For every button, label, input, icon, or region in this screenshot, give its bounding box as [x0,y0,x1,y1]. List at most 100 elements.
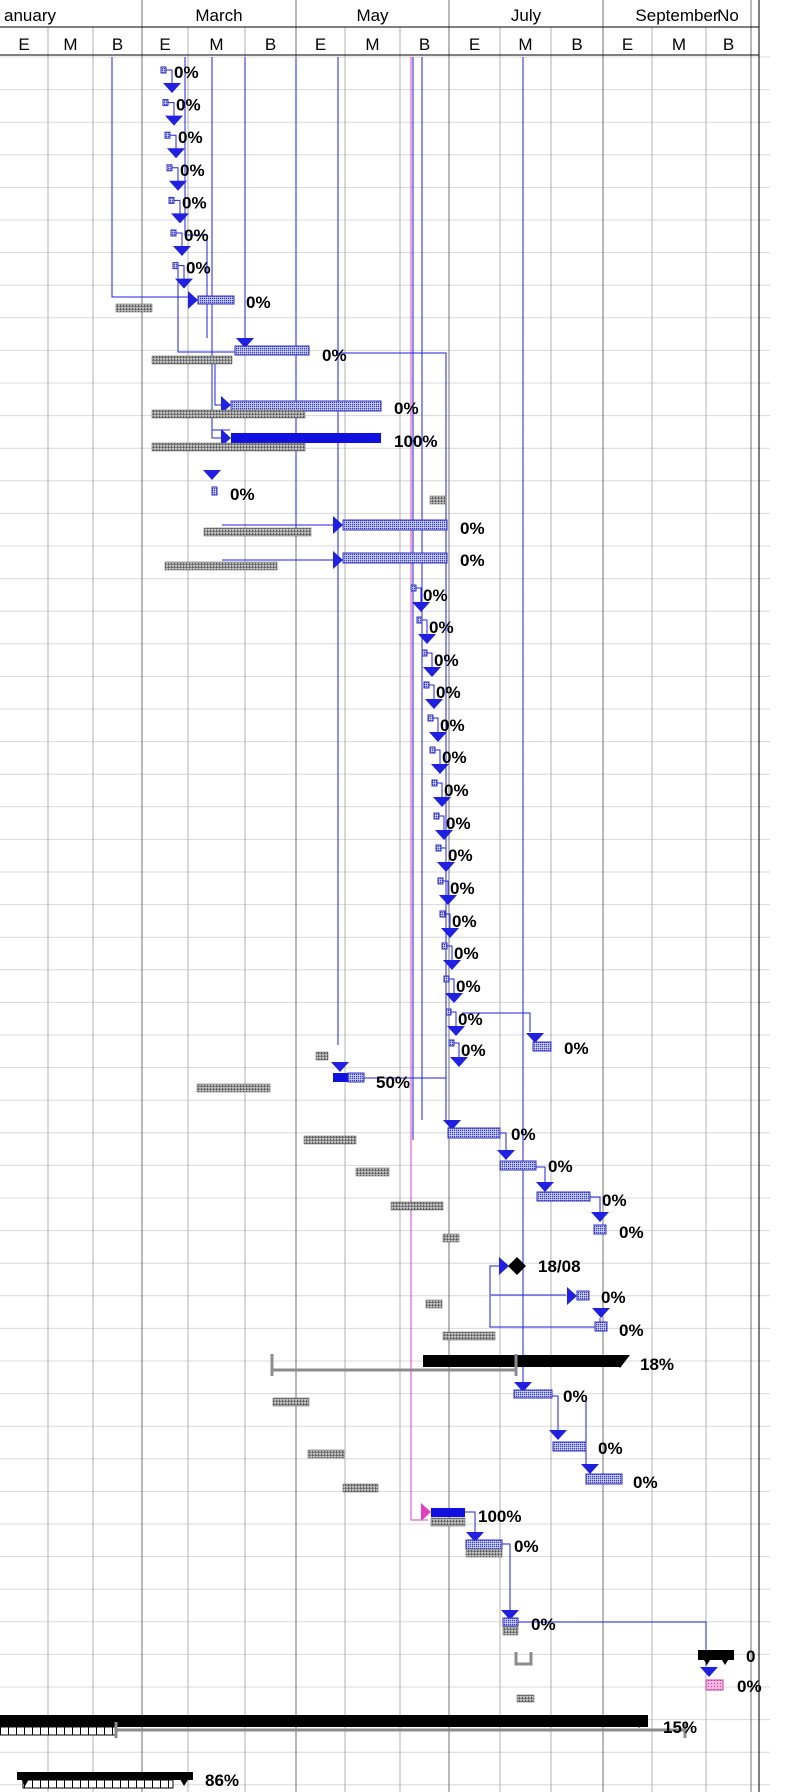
task-label: 18% [640,1355,674,1374]
dependency-link [422,619,428,635]
task-bar-small [168,196,175,204]
task-bar-small [211,486,218,496]
task-bar [585,1473,623,1485]
link-arrowhead [331,1062,349,1072]
task-label: 0% [448,846,473,865]
baseline-bar [115,303,153,313]
dependency-link [166,69,173,85]
dependency-link [447,945,453,961]
link-arrowhead [221,429,231,447]
summary-baseline [114,1722,687,1738]
month-label: March [195,6,242,25]
link-arrowhead [423,667,441,677]
link-arrowhead [437,862,455,872]
link-arrowhead [431,764,449,774]
dependency-link [429,684,435,700]
task-label: 0% [180,161,205,180]
baseline-bar [355,1167,390,1177]
baseline-bar [315,1051,329,1061]
link-arrowhead [425,699,443,709]
task-label: 15% [663,1718,697,1737]
task-bar [347,1072,365,1083]
summary-baseline [270,1354,518,1376]
task-label: 0% [176,96,201,115]
task-bar [197,295,235,305]
link-arrowhead [167,148,185,159]
task-bar [536,1191,591,1202]
dependency-link [536,1166,546,1182]
dependency-link [427,652,433,668]
task-bar-small [429,746,436,754]
dependency-link [184,57,208,338]
task-label: 86% [205,1771,239,1790]
baseline-bar [442,1331,496,1341]
task-label: 0% [563,1387,588,1406]
dependency-link [489,1265,566,1296]
link-arrowhead [188,291,198,309]
task-label: 0% [440,716,465,735]
period-label: M [672,35,686,54]
task-label: 0% [619,1223,644,1242]
task-label: 0 [746,1647,755,1666]
link-arrowhead [536,1182,554,1192]
link-arrowhead [443,960,461,970]
task-label: 0% [322,346,347,365]
task-label: 0% [394,399,419,418]
task-bar [234,345,310,356]
link-arrowhead [591,1212,609,1222]
month-label: anuary [4,6,56,25]
task-label: 0% [182,193,207,212]
milestone-diamond [508,1257,526,1275]
task-label: 0% [564,1039,589,1058]
task-label: 0% [456,977,481,996]
task-bar-small [423,681,430,689]
baseline-bar [203,527,312,537]
task-bar-small [166,164,173,172]
dependency-link [177,265,246,353]
link-arrowhead [567,1287,577,1305]
month-label: September [635,6,718,25]
period-label: B [571,35,582,54]
dependency-link [174,199,181,216]
link-arrowhead [333,516,343,534]
dependency-links [111,57,718,1677]
task-label: 0% [186,259,211,278]
task-label: 0% [619,1321,644,1340]
dependency-link [500,1132,507,1150]
link-arrowhead [445,993,463,1003]
task-label: 0% [442,748,467,767]
summary-bar [0,1715,648,1727]
task-bar-small [421,649,428,657]
dependency-link [416,587,422,603]
link-arrowhead [418,634,436,644]
dependency-link [489,1296,601,1328]
link-arrowhead [173,246,191,256]
period-label: M [209,35,223,54]
task-bars [0,66,734,1789]
link-arrowhead [435,830,453,840]
month-label: No [717,6,739,25]
task-label: 0% [514,1537,539,1556]
period-label: E [622,35,633,54]
dependency-link [111,57,188,298]
task-bar-small [441,942,448,950]
summary-bar [698,1650,734,1660]
dependency-link [441,847,447,863]
dependency-link [454,1042,460,1058]
link-arrowhead [466,1532,484,1542]
link-arrowhead [439,895,457,905]
link-arrowhead [549,1430,567,1440]
dependency-link [451,1011,457,1027]
task-label: 0% [454,944,479,963]
baseline-bar [196,1083,271,1093]
dependency-link [552,1395,559,1430]
dependency-link [433,717,439,733]
task-bar-small [416,616,423,624]
task-bar-small [160,66,167,74]
link-arrowhead [514,1382,532,1392]
summary-end-cap [630,1716,648,1728]
dependency-link [172,167,179,183]
baseline-bar [390,1201,444,1211]
baseline-bar [442,1233,460,1243]
task-bar-small [427,714,434,722]
